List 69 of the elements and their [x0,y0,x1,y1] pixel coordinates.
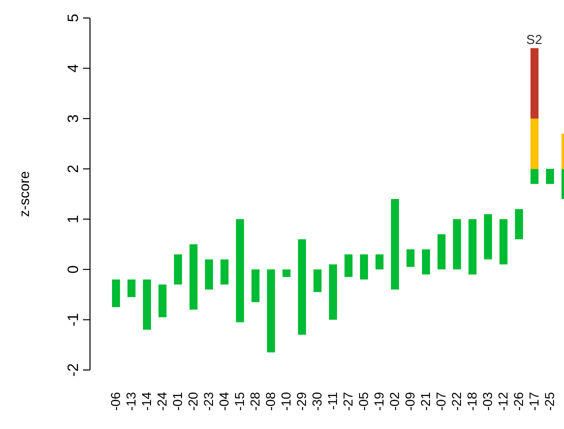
bar [360,254,368,280]
y-tick-label: 2 [65,164,82,174]
x-tick-label: -12 [495,392,510,411]
bar [422,249,430,274]
x-tick-label: -14 [138,392,154,411]
x-tick-label: -10 [278,392,294,411]
x-tick-label: -11 [324,392,340,410]
x-tick-label: -20 [185,392,200,411]
bar [329,264,337,320]
x-tick-label: -13 [123,392,138,411]
y-tick-label: 0 [65,265,82,274]
x-tick-label: -21 [418,392,433,411]
x-tick-label: -07 [433,392,448,411]
bar [267,269,275,352]
x-tick-label: -28 [247,392,262,411]
x-tick-label: -03 [480,392,495,411]
y-tick-label: -2 [65,363,82,377]
bar [376,254,384,270]
bar [252,269,260,302]
x-tick-label: -24 [154,392,170,411]
bar [282,269,290,277]
bar [344,254,352,277]
bar [515,209,523,240]
x-tick-label: -06 [108,392,123,411]
bar [128,279,136,298]
bar [453,219,461,270]
x-tick-label: -01 [170,392,185,411]
x-tick-label: -18 [464,392,480,411]
x-tick-label: -29 [294,392,309,411]
y-tick-label: -1 [65,313,82,326]
bar [406,249,414,267]
bar [220,259,228,285]
bar [546,168,554,184]
x-tick-label: -15 [232,392,247,411]
x-tick-label: -08 [262,392,278,411]
bar [143,279,151,330]
bar [298,239,306,335]
y-tick-label: 4 [65,64,82,72]
bar [438,234,446,270]
x-tick-label: -25 [542,392,557,411]
x-tick-label: -17 [526,392,542,411]
x-tick-label: -02 [386,392,402,411]
bar [190,244,198,310]
x-tick-label: -19 [371,392,386,411]
y-tick-label: 5 [65,14,82,22]
bar [314,269,322,292]
bar [391,199,399,290]
bar [158,284,166,318]
y-tick-label: 1 [65,214,82,224]
y-axis-title: z-score [16,170,32,217]
x-tick-label: -26 [510,392,526,411]
x-tick-label: -30 [309,392,324,411]
x-tick-label: -05 [356,392,371,411]
x-tick-label: -27 [340,392,356,411]
x-tick-label: -23 [200,392,216,411]
bar [530,48,538,119]
bar [484,214,492,260]
bar [205,259,213,290]
bar [174,254,182,285]
x-tick-label: -09 [402,392,418,411]
annotation: S2 [526,32,542,48]
x-tick-label: -22 [448,392,464,411]
bar [236,219,244,322]
bar [500,219,508,264]
y-tick-label: 3 [65,114,82,123]
bar [468,219,476,274]
bar [112,279,120,308]
x-tick-label: -04 [216,392,232,411]
bar [530,168,538,184]
